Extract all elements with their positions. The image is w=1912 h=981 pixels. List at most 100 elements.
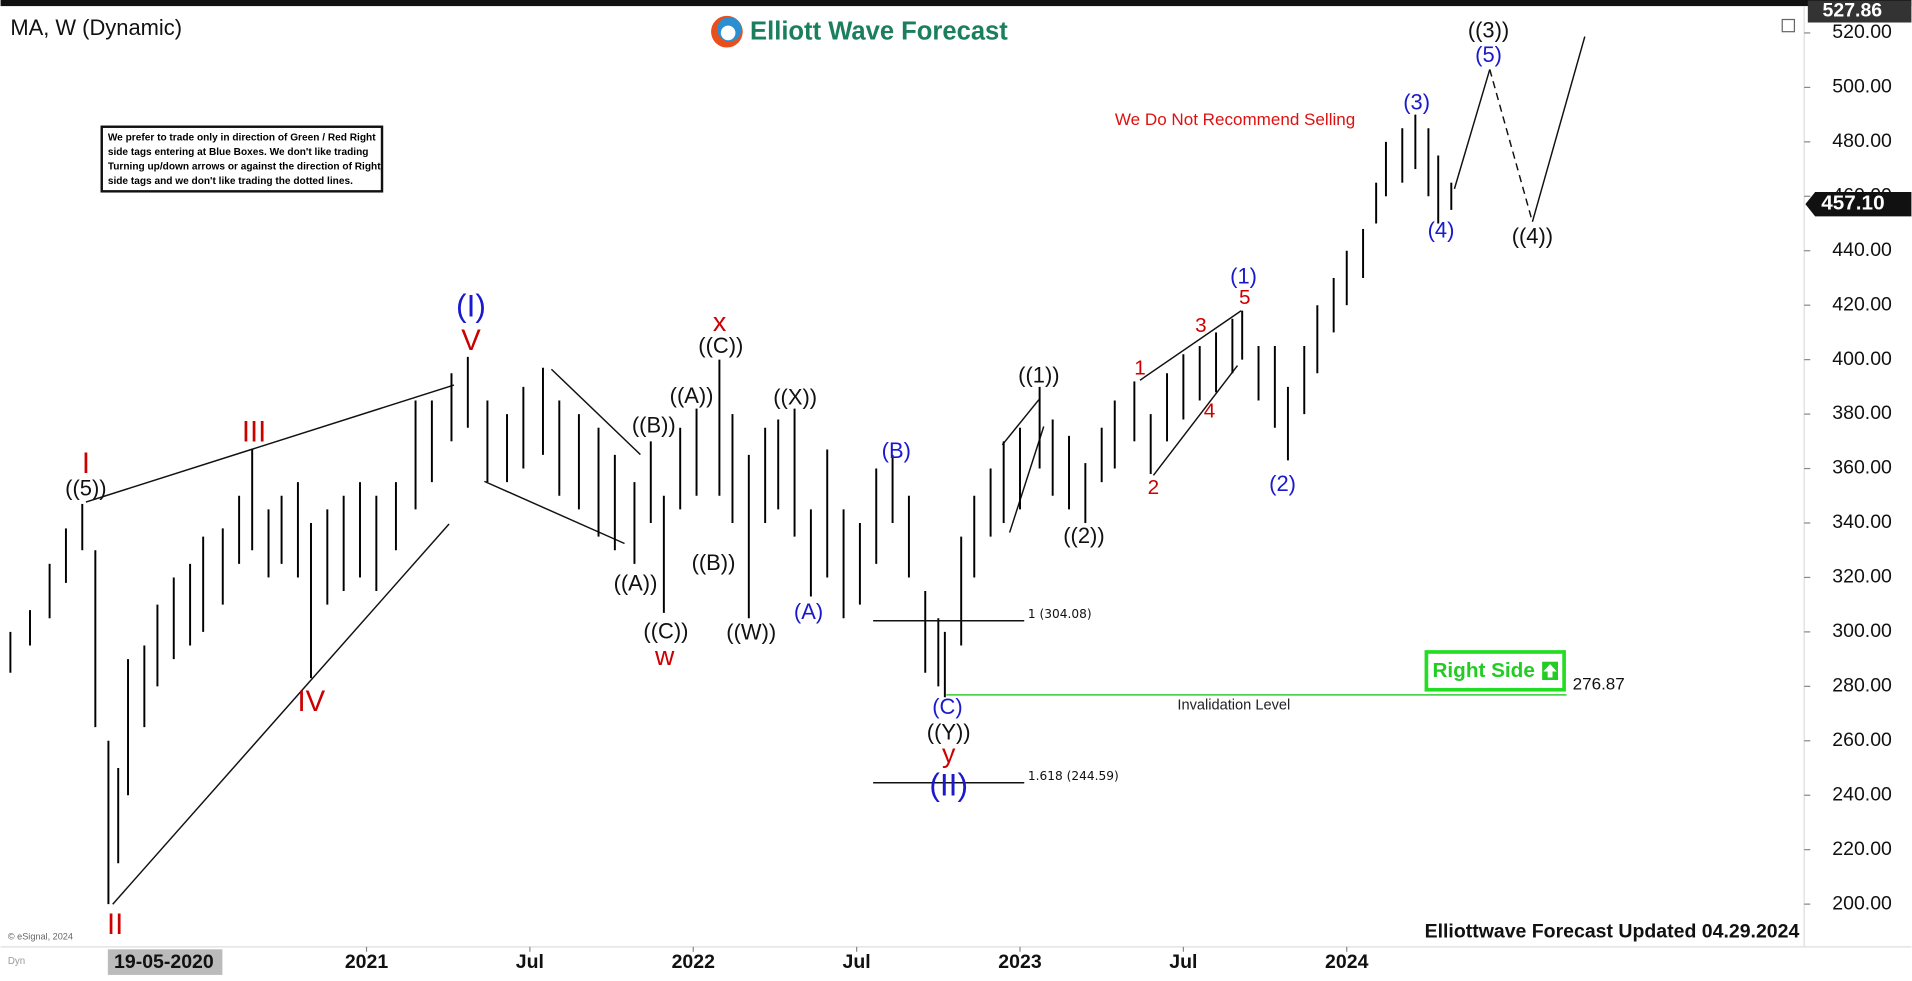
wave-label: w: [654, 641, 675, 671]
wedge-line: [1139, 310, 1242, 381]
channel-line: [1008, 426, 1045, 533]
wave-label: I: [82, 448, 90, 480]
y-tick-label: 200.00: [1832, 892, 1892, 914]
fib-label: 1.618 (244.59): [1028, 769, 1119, 783]
fib-label: 1 (304.08): [1028, 607, 1092, 621]
projection-line-dashed: [1489, 69, 1534, 222]
top-bar: [0, 0, 1912, 7]
wave-label: ((W)): [726, 619, 776, 644]
wave-label: 1: [1134, 357, 1146, 380]
wave-label: (5): [1475, 42, 1502, 67]
last-price-box: [1805, 191, 1912, 217]
x-tick-label: 2022: [672, 951, 716, 973]
wave-label: III: [242, 417, 266, 449]
wave-label: ((3)): [1468, 17, 1509, 42]
wave-label: IV: [298, 686, 326, 718]
x-tick-label: 2024: [1325, 951, 1369, 973]
wave-lines: [85, 36, 1586, 905]
y-tick-label: 420.00: [1832, 293, 1892, 315]
wave-label: (I): [456, 288, 486, 324]
high-tag-box: [1807, 0, 1912, 23]
note-box: We prefer to trade only in direction of …: [100, 125, 384, 193]
wave-label: ((5)): [65, 476, 106, 501]
footer: Elliottwave Forecast Updated 04.29.2024: [1425, 920, 1800, 942]
wave-label: (II): [929, 767, 968, 803]
y-tick-label: 360.00: [1832, 457, 1892, 479]
wave-label: (1): [1230, 264, 1257, 289]
wedge-line: [85, 384, 455, 503]
arrow-icon: [1543, 664, 1557, 678]
note-line: Turning up/down arrows or against the di…: [108, 162, 381, 173]
y-tick-label: 320.00: [1832, 566, 1892, 588]
wave-label: ((X)): [773, 384, 817, 409]
wave-label: (4): [1428, 217, 1455, 242]
wave-label: (A): [794, 599, 823, 624]
wave-label: (3): [1403, 89, 1430, 114]
y-tick-label: 400.00: [1832, 348, 1892, 370]
y-tick-label: 520.00: [1832, 21, 1892, 43]
invalidation-value: 276.87: [1573, 675, 1625, 694]
right-side-tag: Right Side: [1424, 650, 1566, 692]
projection-line: [1453, 69, 1491, 190]
wave-label: x: [713, 307, 727, 337]
right-side-frame: [1424, 650, 1566, 692]
x-tick-label: 2021: [345, 951, 389, 973]
wave-label: ((1)): [1018, 362, 1059, 387]
wave-label: ((4)): [1512, 223, 1553, 248]
y-tick-label: 500.00: [1832, 76, 1892, 98]
note-frame: [100, 125, 384, 193]
wave-label: 4: [1204, 399, 1216, 422]
dyn-label: Dyn: [8, 956, 25, 967]
wedge-line: [112, 523, 450, 905]
logo-text: Elliott Wave Forecast: [750, 18, 1008, 46]
right-side-label: Right Side: [1432, 659, 1534, 682]
y-tick-label: 340.00: [1832, 511, 1892, 533]
wave-label: ((C)): [698, 333, 743, 358]
wave-label: ((B)): [692, 550, 736, 575]
wave-label: V: [461, 325, 481, 357]
wave-label: ((A)): [614, 571, 658, 596]
note-line: We prefer to trade only in direction of …: [108, 132, 376, 143]
wave-label: ((2)): [1063, 523, 1104, 548]
wave-label: 2: [1148, 476, 1160, 499]
high-tag-label: 527.86: [1823, 0, 1883, 22]
y-tick-label: 300.00: [1832, 620, 1892, 642]
wave-label: ((Y)): [927, 719, 971, 744]
invalidation-label: Invalidation Level: [1177, 698, 1290, 714]
window-icon: [1781, 18, 1796, 33]
y-tick-label: 440.00: [1832, 239, 1892, 261]
notice: We Do Not Recommend Selling: [1115, 110, 1355, 129]
wave-label: ((A)): [670, 383, 714, 408]
x-tick-label: Jul: [843, 951, 871, 973]
x-tick-label: Jul: [1169, 951, 1197, 973]
cursor-date-box: [107, 949, 223, 975]
wave-label: 3: [1195, 314, 1207, 337]
logo: Elliott Wave Forecast: [711, 15, 1008, 48]
x-tick-label: Jul: [516, 951, 544, 973]
symbol: MA, W (Dynamic): [10, 15, 182, 40]
wave-label: y: [942, 739, 956, 769]
y-tick-label: 220.00: [1832, 838, 1892, 860]
wave-label: 5: [1239, 286, 1251, 309]
y-tick-label: 240.00: [1832, 783, 1892, 805]
cursor-date: 19-05-2020: [114, 951, 214, 973]
channel-line: [484, 480, 625, 545]
wave-label: ((C)): [643, 618, 688, 643]
projection-line: [1531, 36, 1586, 222]
last-price-label: 457.10: [1821, 192, 1884, 215]
channel-line: [550, 368, 641, 456]
note-line: side tags entering at Blue Boxes. We don…: [108, 147, 369, 158]
y-tick-label: 380.00: [1832, 402, 1892, 424]
wave-label: ((B)): [632, 412, 676, 437]
y-tick-label: 280.00: [1832, 674, 1892, 696]
wave-label: (2): [1269, 471, 1296, 496]
logo-icon: [720, 25, 736, 41]
y-tick-label: 260.00: [1832, 729, 1892, 751]
x-tick-label: 2023: [998, 951, 1042, 973]
wave-label: (B): [882, 438, 911, 463]
channel-line: [1001, 399, 1040, 446]
copyright: © eSignal, 2024: [8, 932, 73, 942]
note-line: side tags and we don't like trading the …: [108, 176, 353, 187]
wave-label: (C): [932, 694, 962, 719]
